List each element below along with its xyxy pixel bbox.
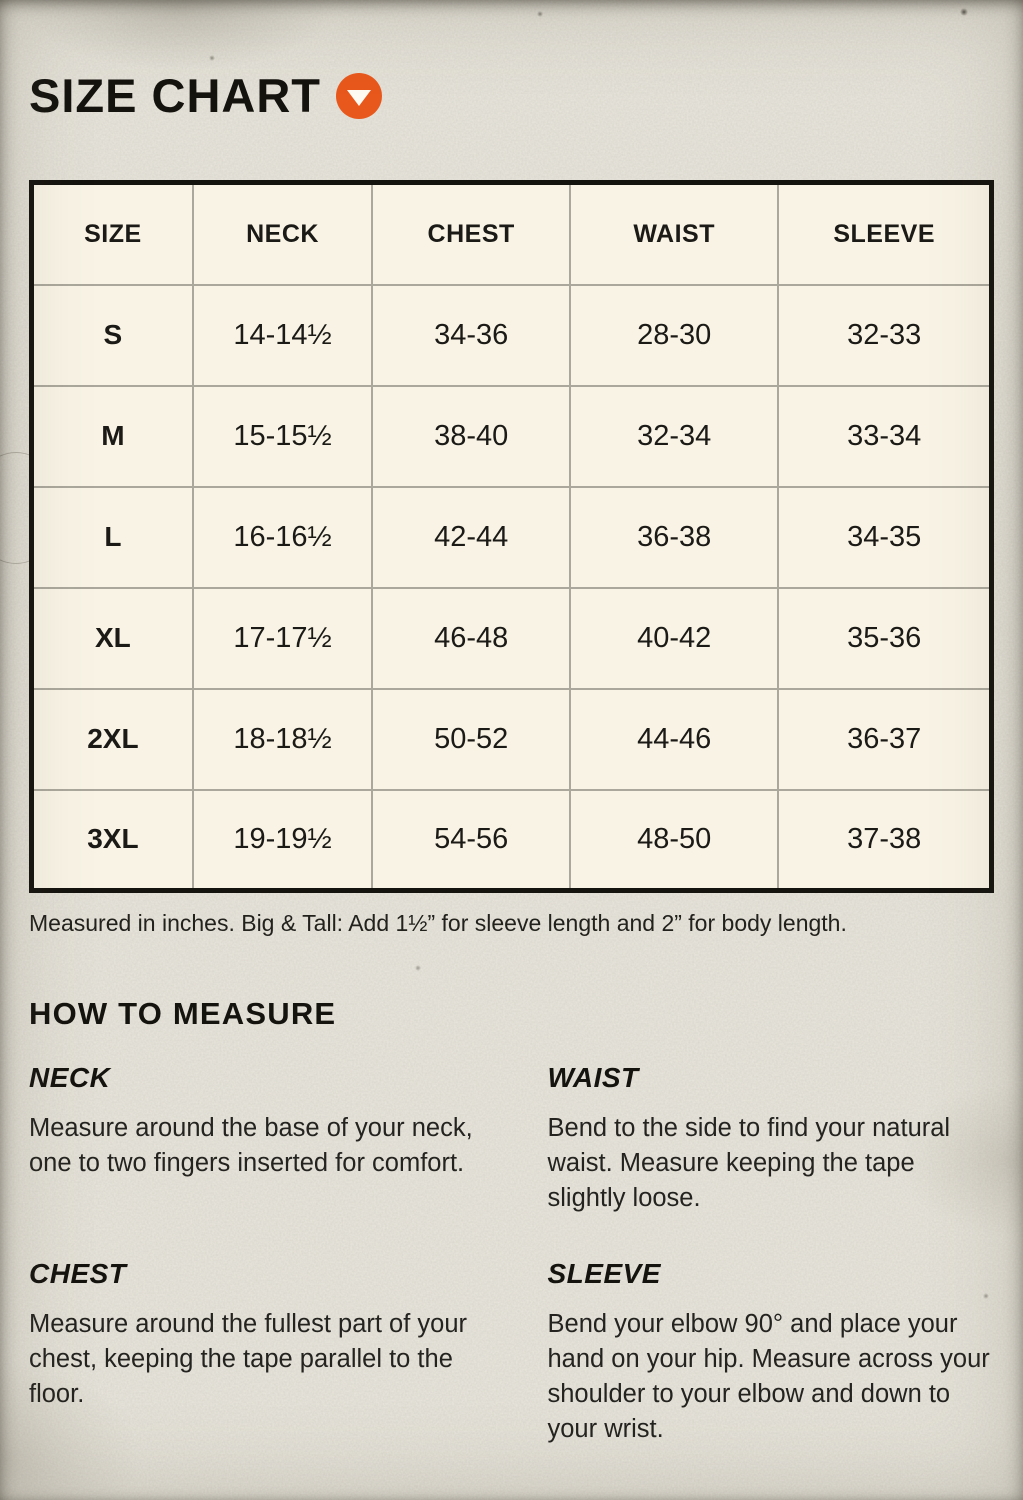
table-header-row: SIZE NECK CHEST WAIST SLEEVE <box>30 181 993 286</box>
section-text: Measure around the base of your neck, on… <box>29 1114 473 1177</box>
table-cell: 28-30 <box>569 283 780 387</box>
table-cell: 35-36 <box>777 586 993 690</box>
table-cell: 48-50 <box>569 788 780 892</box>
content: SIZE CHART SIZE NECK CHEST WAIST SLEEVE <box>29 0 994 1446</box>
table-row: 2XL 18-18½ 50-52 44-46 36-37 <box>30 687 993 791</box>
disclosure-down-icon[interactable] <box>336 72 382 119</box>
page-title: SIZE CHART <box>29 69 321 122</box>
table-cell: 34-36 <box>371 283 572 387</box>
table-cell: 32-34 <box>569 384 780 488</box>
section-text: Bend to the side to find your natural wa… <box>547 1114 951 1212</box>
column-header-neck: NECK <box>191 181 374 286</box>
measure-section-chest: CHEST Measure around the fullest part of… <box>29 1258 476 1447</box>
table-cell: 16-16½ <box>191 485 374 589</box>
table-cell: 14-14½ <box>191 283 374 387</box>
section-label: NECK <box>29 1062 111 1093</box>
size-table: SIZE NECK CHEST WAIST SLEEVE S 14-14½ 34… <box>29 180 994 893</box>
size-cell: S <box>30 283 194 387</box>
table-cell: 40-42 <box>569 586 780 690</box>
table-row: 3XL 19-19½ 54-56 48-50 37-38 <box>30 788 993 892</box>
table-cell: 54-56 <box>371 788 572 892</box>
table-cell: 18-18½ <box>191 687 374 791</box>
measure-section-neck: NECK Measure around the base of your nec… <box>29 1062 476 1216</box>
table-cell: 19-19½ <box>191 788 374 892</box>
measure-section-waist: WAIST Bend to the side to find your natu… <box>548 1062 995 1216</box>
section-label: WAIST <box>547 1062 639 1093</box>
table-cell: 15-15½ <box>191 384 374 488</box>
table-cell: 34-35 <box>777 485 993 589</box>
table-cell: 36-38 <box>569 485 780 589</box>
section-text: Measure around the fullest part of your … <box>29 1309 467 1408</box>
size-cell: 3XL <box>30 788 194 892</box>
column-header-chest: CHEST <box>371 181 572 286</box>
table-cell: 38-40 <box>371 384 572 488</box>
title-row: SIZE CHART <box>29 0 994 123</box>
column-header-waist: WAIST <box>569 181 780 286</box>
table-cell: 36-37 <box>777 687 993 791</box>
table-cell: 17-17½ <box>191 586 374 690</box>
measure-section-sleeve: SLEEVE Bend your elbow 90° and place you… <box>548 1258 995 1447</box>
table-row: M 15-15½ 38-40 32-34 33-34 <box>30 384 993 488</box>
section-label: CHEST <box>29 1257 127 1289</box>
table-cell: 33-34 <box>777 384 993 488</box>
down-triangle-icon <box>347 89 371 106</box>
size-cell: M <box>30 384 194 488</box>
section-label: SLEEVE <box>547 1257 661 1289</box>
size-cell: XL <box>30 586 194 690</box>
table-row: L 16-16½ 42-44 36-38 34-35 <box>30 485 993 589</box>
column-header-size: SIZE <box>30 181 194 286</box>
table-cell: 42-44 <box>371 485 572 589</box>
section-text: Bend your elbow 90° and place your hand … <box>547 1309 990 1443</box>
table-row: XL 17-17½ 46-48 40-42 35-36 <box>30 586 993 690</box>
table-cell: 44-46 <box>569 687 780 791</box>
table-cell: 46-48 <box>371 586 572 690</box>
table-cell: 37-38 <box>777 788 993 892</box>
size-cell: L <box>30 485 194 589</box>
how-to-measure-heading: HOW TO MEASURE <box>29 996 337 1031</box>
table-row: S 14-14½ 34-36 28-30 32-33 <box>30 283 993 387</box>
table-cell: 50-52 <box>371 687 572 791</box>
table-footnote: Measured in inches. Big & Tall: Add 1½” … <box>29 910 847 936</box>
measure-sections: NECK Measure around the base of your nec… <box>29 1062 994 1446</box>
column-header-sleeve: SLEEVE <box>777 181 993 286</box>
table-cell: 32-33 <box>777 283 993 387</box>
size-cell: 2XL <box>30 687 194 791</box>
